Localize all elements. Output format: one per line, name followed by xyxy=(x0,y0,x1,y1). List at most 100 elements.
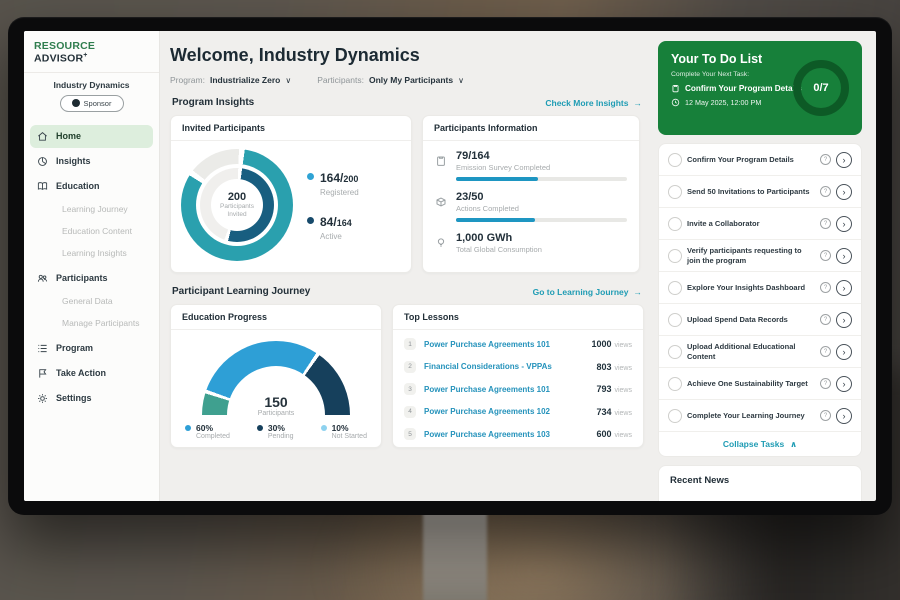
task-checkbox[interactable] xyxy=(668,153,682,167)
task-checkbox[interactable] xyxy=(668,409,682,423)
sidebar-item-learning-journey[interactable]: Learning Journey xyxy=(30,200,153,221)
check-more-insights-link[interactable]: Check More Insights → xyxy=(545,98,642,108)
todo-progress-ring: 0/7 xyxy=(793,60,849,116)
legend-item-registered: 164/200 Registered xyxy=(307,169,359,197)
monitor-stand xyxy=(423,506,487,600)
chevron-right-icon[interactable]: › xyxy=(836,248,852,264)
legend-item-completed: 60% Completed xyxy=(185,423,230,440)
lesson-link[interactable]: Power Purchase Agreements 101 xyxy=(424,385,550,394)
stat-label: Total Global Consumption xyxy=(456,245,542,254)
collapse-label: Collapse Tasks xyxy=(723,439,784,449)
task-row[interactable]: Complete Your Learning Journey ? › xyxy=(659,400,861,432)
task-label: Explore Your Insights Dashboard xyxy=(687,283,815,293)
info-icon[interactable]: ? xyxy=(820,186,831,197)
chevron-up-icon: ∧ xyxy=(790,439,797,450)
views-label: views xyxy=(614,387,632,394)
sidebar-item-manage-participants[interactable]: Manage Participants xyxy=(30,314,153,335)
task-row[interactable]: Send 50 Invitations to Participants ? › xyxy=(659,176,861,208)
task-row[interactable]: Confirm Your Program Details ? › xyxy=(659,144,861,176)
chevron-right-icon[interactable]: › xyxy=(836,312,852,328)
task-checkbox[interactable] xyxy=(668,281,682,295)
task-checkbox[interactable] xyxy=(668,249,682,263)
info-icon[interactable]: ? xyxy=(820,346,831,357)
legend-label: Active xyxy=(320,232,352,241)
emission-progress-bar xyxy=(456,177,627,181)
sidebar-item-participants[interactable]: Participants xyxy=(30,267,153,290)
card-title: Top Lessons xyxy=(393,305,643,330)
sidebar-item-general-data[interactable]: General Data xyxy=(30,292,153,313)
chevron-right-icon[interactable]: › xyxy=(836,408,852,424)
sponsor-label: Sponsor xyxy=(84,99,112,108)
legend-value: 164/ xyxy=(320,171,343,185)
info-icon[interactable]: ? xyxy=(820,378,831,389)
sponsor-badge[interactable]: Sponsor xyxy=(60,95,124,112)
sidebar-item-home[interactable]: Home xyxy=(30,125,153,148)
donut-center-value: 200 xyxy=(228,191,246,203)
info-icon[interactable]: ? xyxy=(820,282,831,293)
participants-select[interactable]: Participants: Only My Participants ∨ xyxy=(317,75,464,85)
lesson-link[interactable]: Power Purchase Agreements 103 xyxy=(424,430,550,439)
lesson-link[interactable]: Power Purchase Agreements 102 xyxy=(424,407,550,416)
chevron-right-icon[interactable]: › xyxy=(836,344,852,360)
task-checkbox[interactable] xyxy=(668,185,682,199)
lesson-views: 734 xyxy=(596,407,611,417)
gauge-legend: 60% Completed 30% Pending xyxy=(171,415,381,440)
lesson-rank: 2 xyxy=(404,361,416,373)
lesson-link[interactable]: Power Purchase Agreements 101 xyxy=(424,340,550,349)
chevron-right-icon[interactable]: › xyxy=(836,376,852,392)
sidebar-item-label: General Data xyxy=(62,296,113,306)
program-select[interactable]: Program: Industrialize Zero ∨ xyxy=(170,75,291,85)
task-checkbox[interactable] xyxy=(668,377,682,391)
sidebar-item-label: Learning Journey xyxy=(62,204,128,214)
invited-participants-donut: 200 Participants Invited xyxy=(181,149,293,261)
chevron-right-icon[interactable]: › xyxy=(836,216,852,232)
task-row[interactable]: Upload Additional Educational Content ? … xyxy=(659,336,861,368)
dashboard-screen: RESOURCE ADVISOR+ Industry Dynamics Spon… xyxy=(24,31,876,501)
sidebar-item-education[interactable]: Education xyxy=(30,175,153,198)
chevron-right-icon[interactable]: › xyxy=(836,152,852,168)
sidebar-item-insights[interactable]: Insights xyxy=(30,150,153,173)
sidebar-item-settings[interactable]: Settings xyxy=(30,387,153,410)
info-icon[interactable]: ? xyxy=(820,154,831,165)
info-icon[interactable]: ? xyxy=(820,314,831,325)
list-icon xyxy=(37,343,48,354)
task-row[interactable]: Invite a Collaborator ? › xyxy=(659,208,861,240)
logo-primary: RESOURCE xyxy=(34,40,95,52)
task-row[interactable]: Achieve One Sustainability Target ? › xyxy=(659,368,861,400)
people-icon xyxy=(37,273,48,284)
arrow-right-icon: → xyxy=(634,287,643,297)
collapse-tasks-link[interactable]: Collapse Tasks ∧ xyxy=(659,432,861,456)
sidebar-item-label: Insights xyxy=(56,156,91,166)
sidebar-item-program[interactable]: Program xyxy=(30,337,153,360)
participants-label: Participants: xyxy=(317,75,364,85)
sidebar-item-take-action[interactable]: Take Action xyxy=(30,362,153,385)
chevron-right-icon[interactable]: › xyxy=(836,280,852,296)
legend-dot xyxy=(185,425,191,431)
invited-participants-card: Invited Participants 200 Participants In… xyxy=(170,115,412,273)
task-checkbox[interactable] xyxy=(668,345,682,359)
info-icon[interactable]: ? xyxy=(820,410,831,421)
filters-row: Program: Industrialize Zero ∨ Participan… xyxy=(170,75,644,85)
task-row[interactable]: Upload Spend Data Records ? › xyxy=(659,304,861,336)
task-checkbox[interactable] xyxy=(668,217,682,231)
chevron-right-icon[interactable]: › xyxy=(836,184,852,200)
stat-actions-completed: 23/50 Actions Completed xyxy=(435,191,627,222)
chevron-down-icon: ∨ xyxy=(458,76,464,85)
task-row[interactable]: Verify participants requesting to join t… xyxy=(659,240,861,272)
info-icon[interactable]: ? xyxy=(820,218,831,229)
go-to-learning-journey-link[interactable]: Go to Learning Journey → xyxy=(533,287,642,297)
lesson-views: 793 xyxy=(596,384,611,394)
info-icon[interactable]: ? xyxy=(820,250,831,261)
sidebar-item-education-content[interactable]: Education Content xyxy=(30,222,153,243)
clipboard-icon xyxy=(671,84,680,93)
education-progress-gauge: 150 Participants xyxy=(202,339,350,415)
lesson-link[interactable]: Financial Considerations - VPPAs xyxy=(424,362,552,371)
lesson-views: 600 xyxy=(596,429,611,439)
card-title: Invited Participants xyxy=(171,116,411,141)
top-lessons-card: Top Lessons 1 Power Purchase Agreements … xyxy=(392,304,644,448)
task-checkbox[interactable] xyxy=(668,313,682,327)
stat-value: 79/164 xyxy=(456,150,550,162)
gauge-center-value: 150 xyxy=(202,394,350,410)
sidebar-item-learning-insights[interactable]: Learning Insights xyxy=(30,244,153,265)
task-row[interactable]: Explore Your Insights Dashboard ? › xyxy=(659,272,861,304)
